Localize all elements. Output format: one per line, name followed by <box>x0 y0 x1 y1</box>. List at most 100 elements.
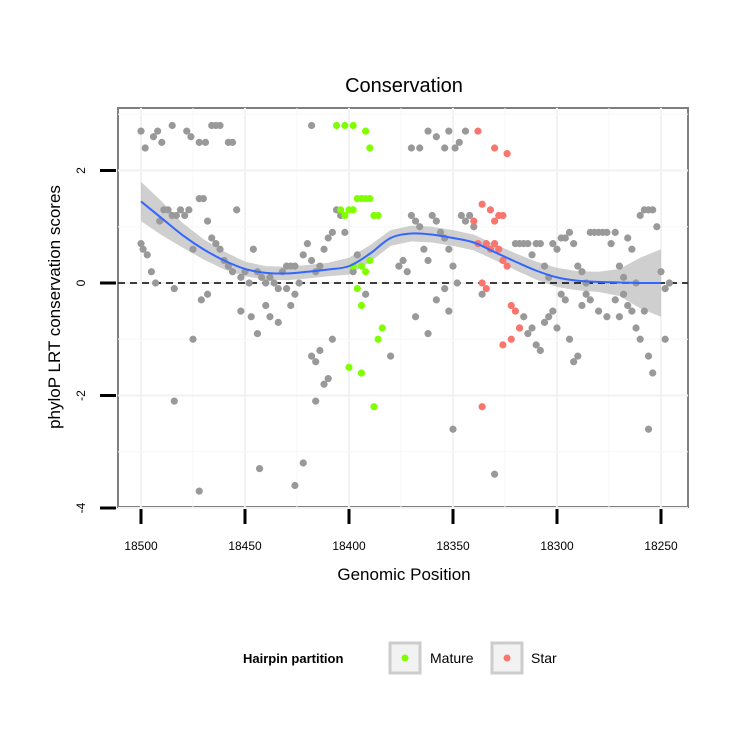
plot-border <box>117 107 689 508</box>
data-point-other <box>632 324 640 332</box>
data-point-other <box>603 313 611 321</box>
data-point-star <box>482 240 490 248</box>
data-point-star <box>503 262 511 270</box>
data-point-star <box>515 324 524 332</box>
data-point-other <box>649 206 657 214</box>
data-point-other <box>189 245 197 253</box>
data-point-mature <box>378 324 386 332</box>
data-point-other <box>411 313 420 321</box>
data-point-other <box>312 358 320 366</box>
x-tick-label: 18350 <box>436 539 470 553</box>
data-point-other <box>203 217 212 225</box>
data-point-other <box>578 301 586 310</box>
data-point-other <box>611 296 619 304</box>
data-point-other <box>520 313 528 321</box>
data-point-other <box>203 290 212 298</box>
data-point-other <box>228 268 237 276</box>
data-point-other <box>561 296 569 304</box>
legend-label-star: Star <box>531 650 557 666</box>
chart-title: Conservation <box>345 75 463 97</box>
data-point-star <box>499 341 507 349</box>
data-point-other <box>258 273 266 281</box>
data-point-other <box>399 256 407 265</box>
data-point-star <box>499 256 507 265</box>
x-tick-label: 18300 <box>540 539 574 553</box>
data-point-other <box>154 127 162 135</box>
data-point-other <box>603 228 611 236</box>
data-point-other <box>557 290 565 298</box>
data-point-other <box>189 335 197 343</box>
data-point-other <box>582 290 590 298</box>
data-point-other <box>441 144 449 152</box>
data-point-other <box>624 301 632 310</box>
data-point-other <box>661 285 669 293</box>
y-tick-label: -2 <box>74 390 88 401</box>
x-tick-label: 18500 <box>124 539 158 553</box>
data-point-other <box>424 256 432 265</box>
plot-area <box>117 107 689 509</box>
data-point-other <box>187 133 195 141</box>
data-point-other <box>411 217 420 225</box>
data-point-other <box>253 330 262 338</box>
data-point-other <box>424 127 432 135</box>
data-point-star <box>511 307 519 315</box>
data-point-other <box>208 234 216 242</box>
data-point-other <box>407 211 415 220</box>
data-point-other <box>237 273 245 281</box>
data-point-other <box>181 211 189 220</box>
data-point-other <box>291 481 299 490</box>
data-point-other <box>445 245 453 253</box>
data-point-other <box>170 285 178 293</box>
data-point-mature <box>366 195 374 203</box>
data-point-other <box>353 251 361 259</box>
data-point-other <box>565 228 574 236</box>
legend-title: Hairpin partition <box>243 651 343 666</box>
data-point-other <box>570 358 578 366</box>
data-point-other <box>149 133 158 141</box>
x-axis-title: Genomic Position <box>337 565 470 584</box>
legend: Hairpin partition Mature Star <box>243 641 557 675</box>
data-point-mature <box>349 206 357 214</box>
data-point-star <box>491 144 499 152</box>
data-point-star <box>478 279 486 287</box>
data-point-other <box>151 279 160 287</box>
data-point-mature <box>341 121 349 130</box>
x-axis: 18500 18450 18400 18350 18300 18250 <box>124 509 678 553</box>
data-point-other <box>665 279 673 287</box>
data-point-star <box>491 240 499 248</box>
data-point-other <box>137 127 145 135</box>
data-point-other <box>324 234 332 242</box>
data-point-mature <box>337 206 345 214</box>
data-point-other <box>237 307 245 315</box>
data-point-other <box>395 262 403 270</box>
x-tick-label: 18400 <box>332 539 366 553</box>
data-point-other <box>432 296 440 304</box>
data-point-other <box>228 138 237 146</box>
legend-dot-mature <box>401 654 409 662</box>
data-point-mature <box>370 403 378 411</box>
data-point-other <box>432 133 440 141</box>
data-point-star <box>478 403 486 411</box>
data-point-other <box>619 273 628 281</box>
data-point-other <box>615 262 624 270</box>
data-point-other <box>247 313 255 321</box>
data-point-other <box>420 245 428 253</box>
data-point-other <box>328 335 336 343</box>
data-point-star <box>482 285 490 293</box>
data-point-other <box>143 251 151 259</box>
data-point-mature <box>366 144 374 152</box>
data-point-other <box>262 301 270 310</box>
data-point-mature <box>349 121 357 130</box>
data-point-other <box>478 290 486 298</box>
data-point-other <box>407 144 415 152</box>
data-point-other <box>528 324 536 332</box>
data-point-mature <box>353 285 361 293</box>
data-point-other <box>316 262 324 270</box>
data-point-other <box>644 352 653 360</box>
data-point-other <box>578 268 586 276</box>
data-point-other <box>266 313 274 321</box>
y-axis: -4 -2 0 2 <box>74 167 116 513</box>
data-point-other <box>457 211 465 220</box>
data-point-other <box>147 268 155 276</box>
